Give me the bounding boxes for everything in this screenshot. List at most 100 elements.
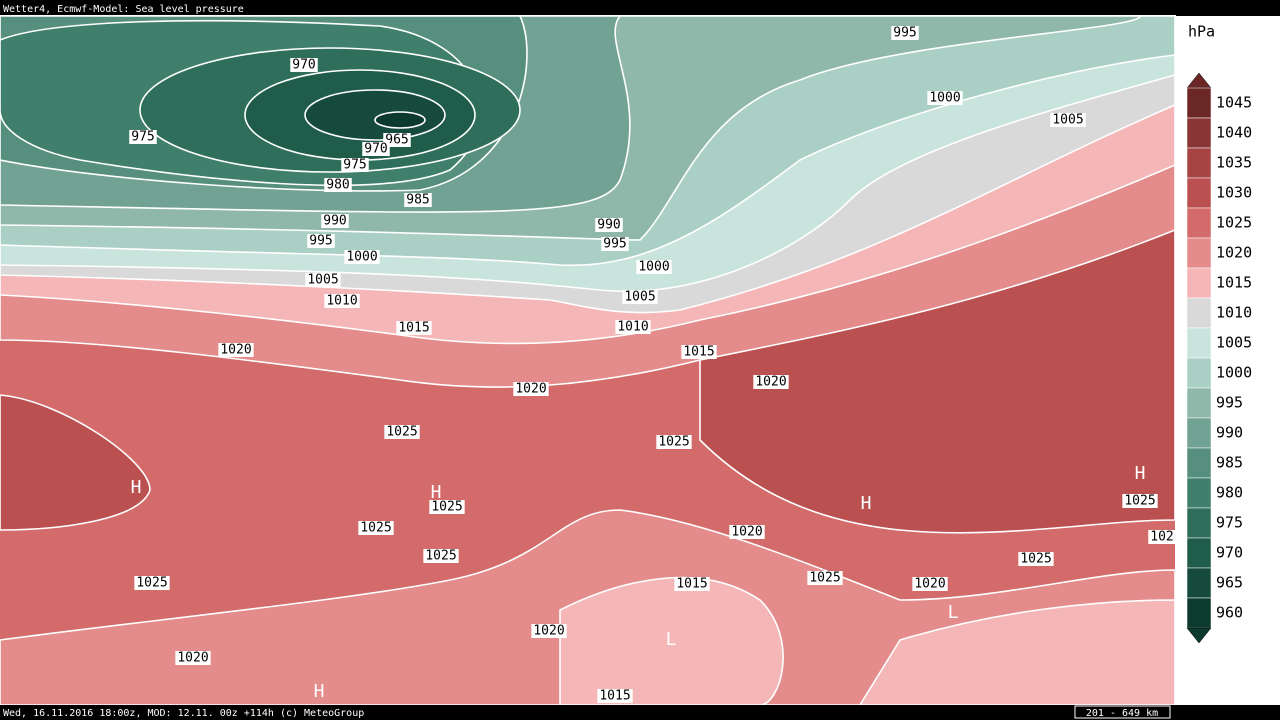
- label-box: [344, 250, 380, 264]
- label-text: 1025: [360, 521, 391, 536]
- legend-label: 985: [1216, 454, 1243, 472]
- label-box: [753, 375, 789, 389]
- label-text: 1015: [398, 321, 429, 336]
- label-box: [636, 260, 672, 274]
- label-box: [218, 343, 254, 357]
- label-text: 1025: [425, 549, 456, 564]
- legend-label: 1025: [1216, 214, 1252, 232]
- label-text: 1025: [431, 500, 462, 515]
- contour-label: 1000: [344, 250, 380, 265]
- contour-label: 1005: [1050, 113, 1086, 128]
- contour-label: 970: [290, 58, 318, 73]
- pressure-center: H: [1135, 463, 1146, 484]
- label-text: 970: [364, 142, 387, 157]
- contour-label: 995: [891, 26, 919, 41]
- label-box: [622, 290, 658, 304]
- label-text: 1025: [809, 571, 840, 586]
- label-box: [1148, 530, 1176, 544]
- label-text: 1020: [177, 651, 208, 666]
- label-box: [531, 624, 567, 638]
- contour-label: 1020: [175, 651, 211, 666]
- label-text: 980: [326, 178, 349, 193]
- contour-label: 1005: [622, 290, 658, 305]
- legend-label: 1020: [1216, 244, 1252, 262]
- pressure-center: L: [666, 629, 677, 650]
- label-box: [175, 651, 211, 665]
- contour-label: 1015: [681, 345, 717, 360]
- contour-label: 1020: [912, 577, 948, 592]
- label-box: [597, 689, 633, 703]
- legend-label: 1005: [1216, 334, 1252, 352]
- legend-label: 980: [1216, 484, 1243, 502]
- legend: 1045 1040 1035 1030 1025 1020 1015 1010 1005 1000…: [1186, 72, 1252, 644]
- legend-label: 975: [1216, 514, 1243, 532]
- contour-label: 1025: [384, 425, 420, 440]
- legend-swatch: [1186, 387, 1212, 419]
- label-box: [912, 577, 948, 591]
- contour-label: 1000: [927, 91, 963, 106]
- legend-label: 970: [1216, 544, 1243, 562]
- label-text: 1020: [515, 382, 546, 397]
- label-text: 1000: [346, 250, 377, 265]
- label-box: [383, 133, 411, 147]
- label-text: 1020: [220, 343, 251, 358]
- label-box: [807, 571, 843, 585]
- contour-label: 1020: [753, 375, 789, 390]
- label-text: 970: [292, 58, 315, 73]
- label-box: [305, 273, 341, 287]
- contour-label: 1025: [1122, 494, 1158, 509]
- label-box: [601, 237, 629, 251]
- legend-swatch: [1186, 447, 1212, 479]
- pressure-centers: H H H H H L L: [131, 463, 1146, 702]
- label-box: [1050, 113, 1086, 127]
- label-text: 1000: [638, 260, 669, 275]
- contour-label: 1020: [513, 382, 549, 397]
- label-text: 1015: [599, 689, 630, 704]
- contour-label: 990: [321, 214, 349, 229]
- header-title: Wetter4, Ecmwf-Model: Sea level pressure: [3, 4, 244, 15]
- label-text: 1010: [326, 294, 357, 309]
- label-box: [513, 382, 549, 396]
- label-box: [290, 58, 318, 72]
- label-box: [396, 321, 432, 335]
- label-text: 985: [406, 193, 429, 208]
- label-box: [615, 320, 651, 334]
- legend-swatch: [1186, 147, 1212, 179]
- label-text: 1025: [1124, 494, 1155, 509]
- contour-label: 1020: [729, 525, 765, 540]
- label-text: 1020: [914, 577, 945, 592]
- label-box: [674, 577, 710, 591]
- legend-swatch: [1186, 357, 1212, 389]
- contour-label: 1000: [636, 260, 672, 275]
- label-text: 1005: [307, 273, 338, 288]
- contour-label: 1020: [218, 343, 254, 358]
- label-text: 990: [323, 214, 346, 229]
- contour-label: 1025: [656, 435, 692, 450]
- legend-label: 1030: [1216, 184, 1252, 202]
- contour-label: 975: [341, 158, 369, 173]
- label-text: 995: [893, 26, 916, 41]
- label-box: [1122, 494, 1158, 508]
- legend-swatch: [1186, 267, 1212, 299]
- legend-label: 1040: [1216, 124, 1252, 142]
- legend-swatch: [1186, 567, 1212, 599]
- contour-label: 102: [1148, 530, 1176, 545]
- legend-swatch: [1186, 177, 1212, 209]
- label-text: 1025: [136, 576, 167, 591]
- label-text: 1025: [658, 435, 689, 450]
- contour-label: 1025: [1018, 552, 1054, 567]
- contour-label: 1020: [531, 624, 567, 639]
- contour-label: 1015: [674, 577, 710, 592]
- scale-text: 201 - 649 km: [1086, 708, 1158, 719]
- label-box: [891, 26, 919, 40]
- contour-label: 995: [307, 234, 335, 249]
- label-box: [321, 214, 349, 228]
- label-box: [324, 178, 352, 192]
- label-box: [362, 142, 390, 156]
- label-box: [681, 345, 717, 359]
- contour-label: 965: [383, 133, 411, 148]
- label-text: 1005: [1052, 113, 1083, 128]
- label-text: 1015: [683, 345, 714, 360]
